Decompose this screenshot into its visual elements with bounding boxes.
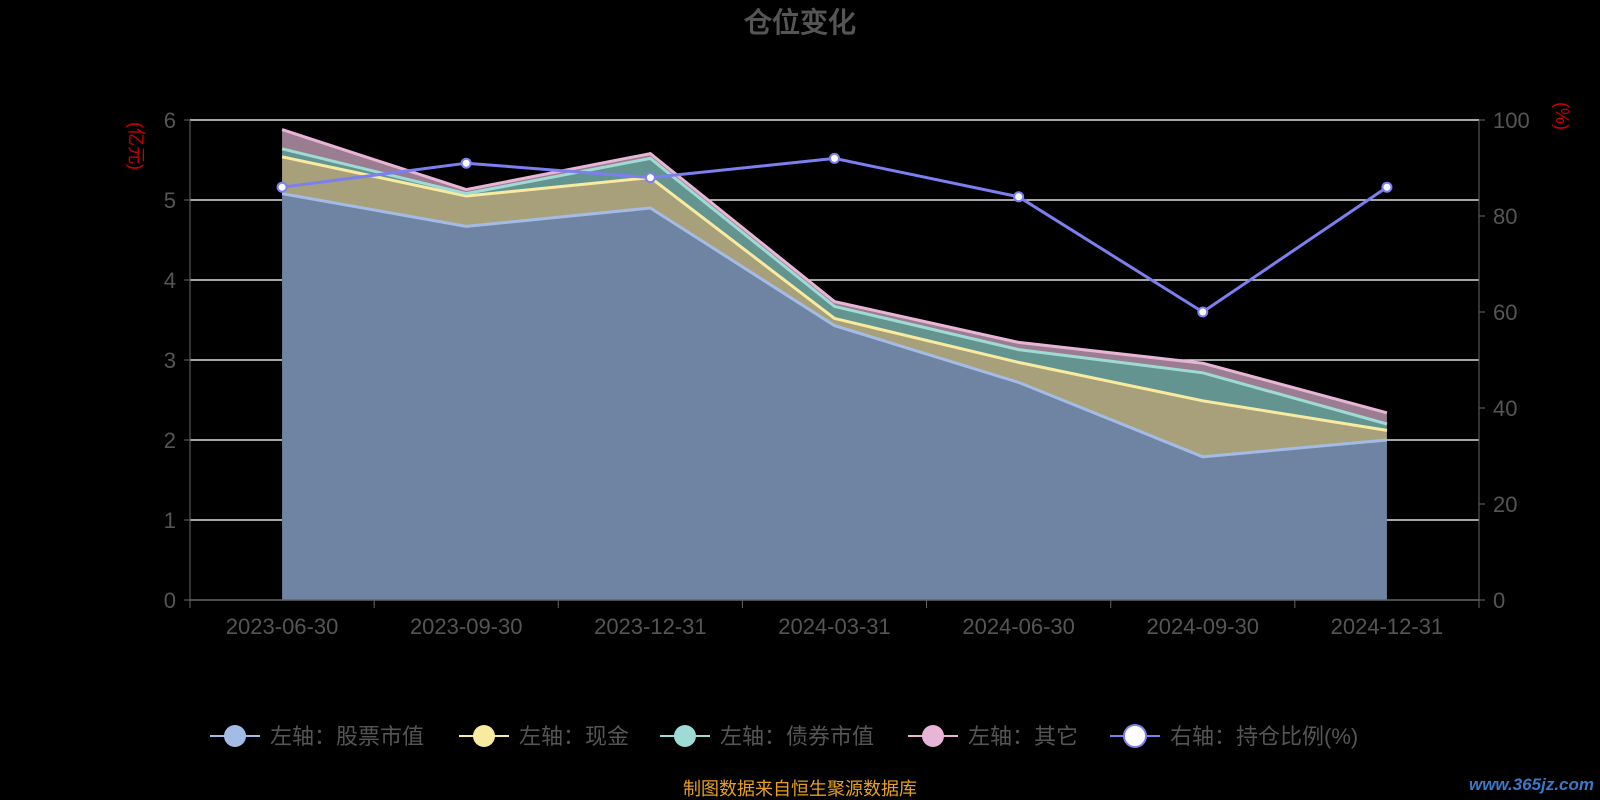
ratio-point (1197, 306, 1209, 318)
right-axis-tick-label: 60 (1493, 300, 1517, 325)
ratio-line (276, 152, 1393, 318)
ratio-point (644, 172, 656, 184)
x-axis-tick-label: 2024-03-31 (778, 614, 891, 639)
area-series-line (281, 192, 1388, 459)
ratio-point (1013, 191, 1025, 203)
left-axis-tick-label: 1 (164, 508, 176, 533)
legend-marker-icon (224, 725, 246, 747)
ratio-point (1381, 181, 1393, 193)
area-fill (282, 193, 1387, 600)
legend-item[interactable]: 左轴：股票市值 (210, 724, 424, 749)
data-source-note: 制图数据来自恒生聚源数据库 (683, 779, 917, 799)
right-axis-tick-label: 40 (1493, 396, 1517, 421)
ratio-point (276, 181, 288, 193)
legend-item[interactable]: 左轴：现金 (459, 724, 629, 749)
legend[interactable]: 左轴：股票市值 左轴：现金 左轴：债券市值 左轴：其它 右轴：持仓比例(%) (210, 724, 1358, 749)
legend-label: 左轴：其它 (968, 724, 1078, 749)
legend-item[interactable]: 左轴：其它 (908, 724, 1078, 749)
x-axis-tick-label: 2024-12-31 (1331, 614, 1444, 639)
right-axis-tick-label: 80 (1493, 204, 1517, 229)
legend-marker-icon (1123, 724, 1147, 748)
legend-label: 左轴：现金 (519, 724, 629, 749)
ratio-point (829, 152, 840, 164)
right-axis-tick-label: 100 (1493, 108, 1530, 133)
legend-marker-icon (674, 725, 696, 747)
left-axis-tick-label: 0 (164, 588, 176, 613)
legend-label: 左轴：股票市值 (270, 724, 424, 749)
x-axis-tick-label: 2023-09-30 (410, 614, 523, 639)
left-axis-tick-label: 5 (164, 188, 176, 213)
left-axis-tick-label: 4 (164, 268, 176, 293)
right-axis-tick-label: 0 (1493, 588, 1505, 613)
legend-label: 左轴：债券市值 (720, 724, 874, 749)
legend-item[interactable]: 左轴：债券市值 (660, 724, 874, 749)
area-series-line (281, 155, 1388, 432)
legend-marker-icon (922, 725, 944, 747)
area-series-line (281, 147, 1388, 426)
legend-label: 右轴：持仓比例(%) (1170, 724, 1358, 749)
left-axis-unit: (亿元) (126, 122, 146, 170)
left-axis-tick-label: 6 (164, 108, 176, 133)
legend-marker-icon (473, 725, 495, 747)
area-series-line (281, 128, 1388, 415)
right-axis-unit: (%) (1552, 102, 1572, 130)
x-axis-tick-label: 2023-12-31 (594, 614, 707, 639)
x-axis-tick-label: 2024-09-30 (1147, 614, 1260, 639)
right-axis-tick-label: 20 (1493, 492, 1517, 517)
left-axis-tick-label: 3 (164, 348, 176, 373)
chart-title: 仓位变化 (744, 6, 856, 38)
ratio-point (460, 157, 472, 169)
left-axis-tick-label: 2 (164, 428, 176, 453)
x-axis-tick-label: 2024-06-30 (962, 614, 1075, 639)
watermark: www.365jz.com (1469, 775, 1594, 794)
stacked-areas (281, 128, 1388, 600)
x-axis-tick-label: 2023-06-30 (226, 614, 339, 639)
legend-item[interactable]: 右轴：持仓比例(%) (1110, 724, 1358, 749)
